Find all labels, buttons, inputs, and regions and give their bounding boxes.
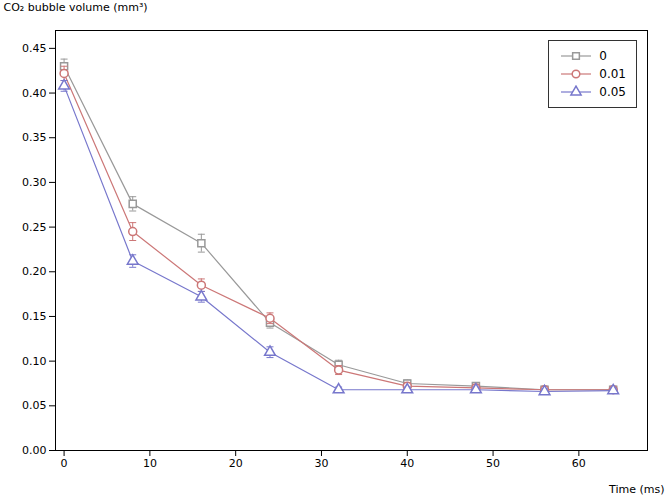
svg-text:0.15: 0.15 bbox=[22, 310, 47, 323]
svg-text:Time (ms): Time (ms) bbox=[608, 483, 664, 495]
svg-text:60: 60 bbox=[572, 457, 586, 470]
svg-text:CO₂ bubble volume (mm³): CO₂ bubble volume (mm³) bbox=[4, 1, 148, 14]
svg-text:10: 10 bbox=[143, 457, 157, 470]
svg-text:0.35: 0.35 bbox=[22, 131, 47, 144]
svg-text:0: 0 bbox=[61, 457, 68, 470]
svg-text:20: 20 bbox=[229, 457, 243, 470]
svg-text:30: 30 bbox=[314, 457, 328, 470]
svg-text:0.45: 0.45 bbox=[22, 42, 47, 55]
html-text:0.01: 0.01 bbox=[599, 67, 626, 81]
svg-text:0.05: 0.05 bbox=[22, 399, 47, 412]
svg-text:0.40: 0.40 bbox=[22, 87, 47, 100]
svg-text:0.30: 0.30 bbox=[22, 176, 47, 189]
svg-text:50: 50 bbox=[486, 457, 500, 470]
html-text:0: 0 bbox=[599, 49, 607, 63]
svg-text:40: 40 bbox=[400, 457, 414, 470]
html-text:0.05: 0.05 bbox=[599, 85, 626, 99]
svg-text:0.10: 0.10 bbox=[22, 355, 47, 368]
svg-text:0.00: 0.00 bbox=[22, 444, 47, 457]
svg-text:0.20: 0.20 bbox=[22, 265, 47, 278]
svg-text:0.25: 0.25 bbox=[22, 221, 47, 234]
